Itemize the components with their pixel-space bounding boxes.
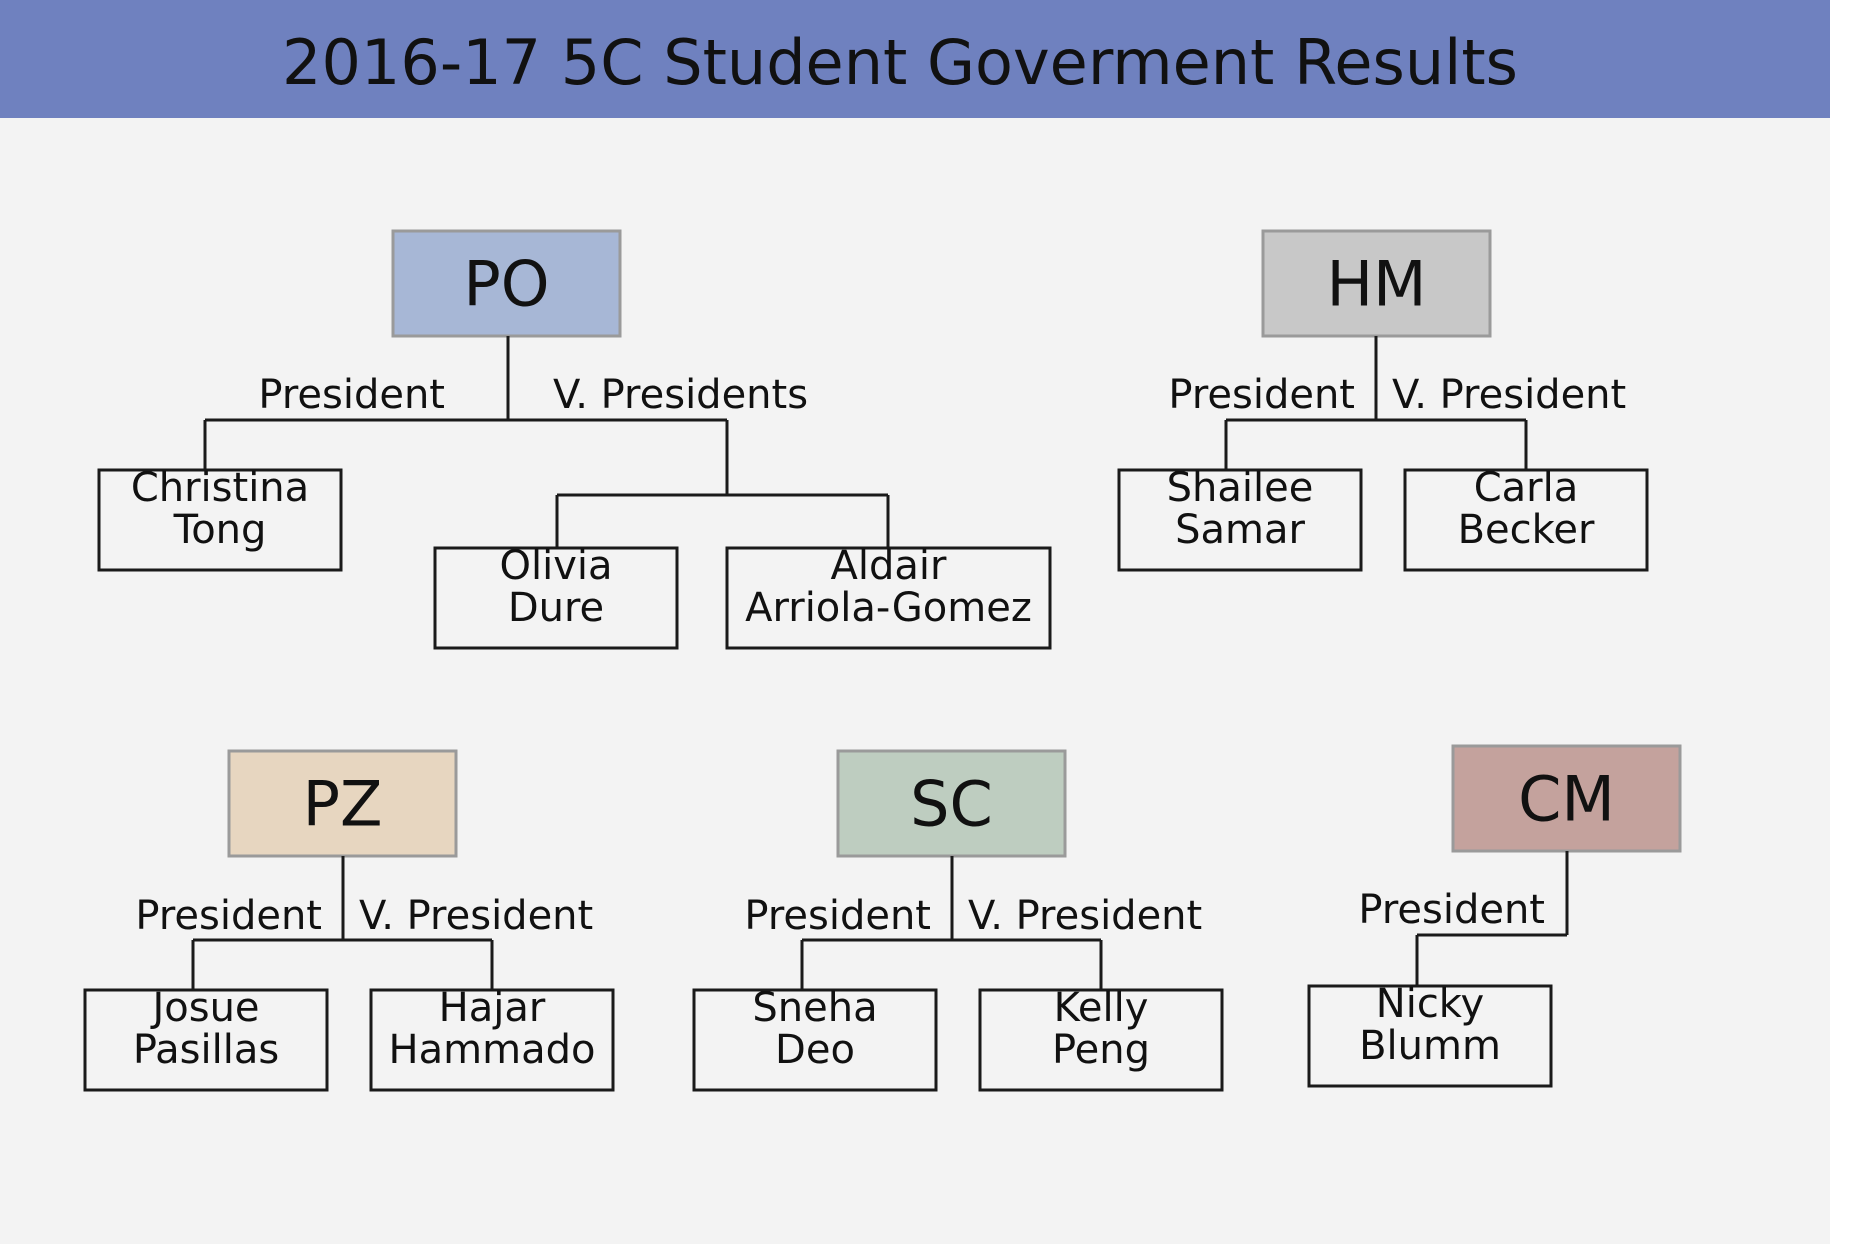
member-box-aldair-arriola-gomez [725,546,1052,650]
member-first-name: Kelly [1054,985,1149,1031]
role-label-pz-president: President [135,893,322,939]
school-label-hm: HM [1326,248,1426,321]
member-first-name: Hajar [439,985,546,1031]
role-label-po-president: President [258,372,445,418]
role-label-po-vice-presidents: V. Presidents [553,372,808,418]
member-first-name: Christina [131,465,309,511]
member-last-name: Deo [775,1027,855,1073]
member-last-name: Samar [1175,507,1305,553]
school-box-hm [1261,229,1492,338]
member-last-name: Hammado [389,1027,596,1073]
member-first-name: Shailee [1167,465,1314,511]
member-box-shailee-samar [1117,468,1363,572]
member-box-christina-tong [97,468,343,572]
member-box-kelly-peng [978,988,1224,1092]
member-last-name: Becker [1458,507,1595,553]
school-box-pz [227,749,458,858]
member-box-carla-becker [1403,468,1649,572]
member-first-name: Aldair [831,543,947,589]
member-box-sneha-deo [692,988,938,1092]
member-box-nicky-blumm [1307,984,1553,1088]
member-first-name: Sneha [752,985,877,1031]
header-band [0,0,1830,118]
school-label-sc: SC [910,768,993,841]
role-label-sc-president: President [744,893,931,939]
role-label-hm-president: President [1168,372,1355,418]
member-last-name: Pasillas [133,1027,279,1073]
member-first-name: Olivia [499,543,612,589]
role-label-hm-vice-president: V. President [1392,372,1626,418]
role-label-cm-president: President [1358,887,1545,933]
role-label-pz-vice-president: V. President [359,893,593,939]
school-label-pz: PZ [303,768,383,841]
member-last-name: Arriola-Gomez [745,585,1032,631]
member-last-name: Dure [508,585,604,631]
member-box-olivia-dure [433,546,679,650]
role-label-sc-vice-president: V. President [968,893,1202,939]
member-box-josue-pasillas [83,988,329,1092]
member-first-name: Carla [1474,465,1579,511]
member-last-name: Tong [173,507,267,553]
member-first-name: Nicky [1376,981,1484,1027]
school-label-cm: CM [1518,763,1615,836]
member-last-name: Peng [1052,1027,1150,1073]
member-last-name: Blumm [1359,1023,1501,1069]
member-box-hajar-hammado [369,988,615,1092]
school-label-po: PO [463,248,549,321]
member-first-name: Josue [149,985,259,1031]
page-title: 2016-17 5C Student Goverment Results [282,26,1518,99]
